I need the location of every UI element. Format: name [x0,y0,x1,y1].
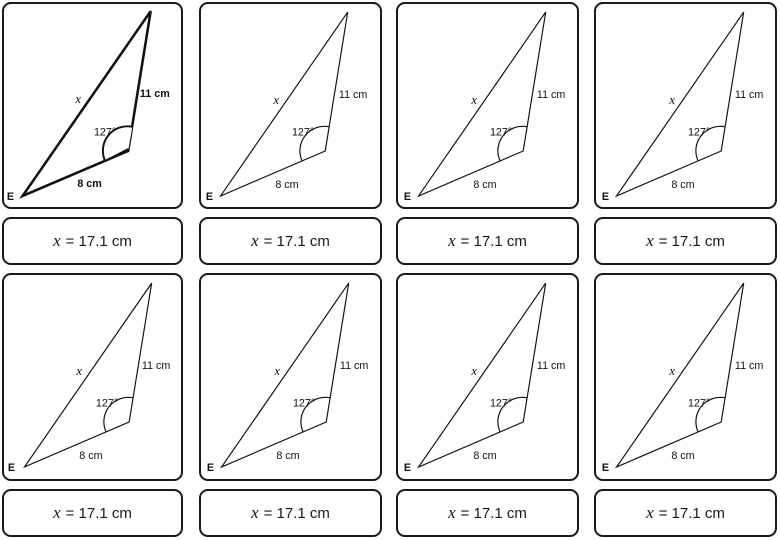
label-vertex-e: E [602,191,609,203]
label-angle: 127° [293,397,315,409]
answer-variable: x [251,231,259,250]
label-angle: 127° [688,397,710,409]
answer-value: = 17.1 cm [460,232,527,250]
answer-card: x = 17.1 cm [199,489,382,537]
triangle [219,282,350,469]
answer-variable: x [53,503,61,522]
triangle-diagram: x 11 cm 8 cm 127° E [404,282,566,474]
label-x: x [75,364,82,378]
label-side-11cm: 11 cm [537,89,566,101]
label-angle: 127° [490,126,512,138]
label-side-8cm: 8 cm [473,179,496,191]
label-x: x [272,93,279,107]
triangle [416,11,547,198]
angle-arc [103,396,134,433]
label-angle: 127° [490,397,512,409]
answer-card: x = 17.1 cm [396,489,579,537]
answer-value: = 17.1 cm [263,232,330,250]
triangle [19,10,152,199]
triangle [614,11,745,198]
answer-value: = 17.1 cm [658,232,725,250]
answer-card: x = 17.1 cm [594,217,777,265]
triangle-card: x 11 cm 8 cm 127° E [594,273,777,481]
triangle-card: x 11 cm 8 cm 127° E [594,2,777,209]
label-side-8cm: 8 cm [77,178,102,190]
angle-arc [299,125,330,162]
triangle-diagram: x 11 cm 8 cm 127° E [602,11,764,203]
label-angle: 127° [688,126,710,138]
label-side-11cm: 11 cm [142,360,171,372]
answer-variable: x [53,231,61,250]
triangle-diagram: x 11 cm 8 cm 127° E [206,11,368,203]
triangle-card: x 11 cm 8 cm 127° E [396,2,579,209]
label-side-11cm: 11 cm [140,88,170,100]
label-side-8cm: 8 cm [473,450,496,462]
triangle [416,282,547,469]
triangle-diagram: x 11 cm 8 cm 127° E [404,11,566,203]
angle-arc [695,396,726,433]
label-side-8cm: 8 cm [671,450,694,462]
triangle-card: x 11 cm 8 cm 127° E [2,2,183,209]
answer-value: = 17.1 cm [65,232,132,250]
angle-arc [695,125,726,162]
triangle-card: x 11 cm 8 cm 127° E [199,273,382,481]
label-x: x [74,92,81,106]
answer-value: = 17.1 cm [65,504,132,522]
label-vertex-e: E [7,191,14,203]
angle-arc [101,125,133,163]
label-side-11cm: 11 cm [339,89,368,101]
label-side-8cm: 8 cm [275,179,298,191]
label-vertex-e: E [602,462,609,474]
label-side-8cm: 8 cm [79,450,102,462]
answer-variable: x [448,231,456,250]
answer-variable: x [251,503,259,522]
label-vertex-e: E [404,191,411,203]
triangle [614,282,745,469]
label-angle: 127° [292,126,314,138]
answer-value: = 17.1 cm [658,504,725,522]
answer-card: x = 17.1 cm [594,489,777,537]
triangle-diagram: x 11 cm 8 cm 127° E [207,282,369,474]
triangle-diagram: x 11 cm 8 cm 127° E [7,10,170,203]
triangle-card: x 11 cm 8 cm 127° E [396,273,579,481]
answer-card: x = 17.1 cm [199,217,382,265]
answer-variable: x [646,231,654,250]
triangle-card: x 11 cm 8 cm 127° E [2,273,183,481]
label-side-8cm: 8 cm [276,450,299,462]
triangle-diagram: x 11 cm 8 cm 127° E [602,282,764,474]
answer-value: = 17.1 cm [460,504,527,522]
triangle-card: x 11 cm 8 cm 127° E [199,2,382,209]
triangle [218,11,349,198]
label-x: x [470,93,477,107]
label-x: x [273,364,280,378]
angle-arc [497,396,528,433]
angle-arc [497,125,528,162]
angle-arc [300,396,331,433]
label-x: x [470,364,477,378]
answer-card: x = 17.1 cm [2,489,183,537]
label-vertex-e: E [404,462,411,474]
answer-value: = 17.1 cm [263,504,330,522]
triangle [22,282,153,469]
label-vertex-e: E [206,191,213,203]
label-side-11cm: 11 cm [340,360,369,372]
label-side-8cm: 8 cm [671,179,694,191]
label-x: x [668,364,675,378]
label-side-11cm: 11 cm [735,360,764,372]
label-vertex-e: E [207,462,214,474]
label-vertex-e: E [8,462,15,474]
answer-variable: x [448,503,456,522]
label-angle: 127° [94,126,116,138]
label-side-11cm: 11 cm [537,360,566,372]
label-side-11cm: 11 cm [735,89,764,101]
answer-variable: x [646,503,654,522]
answer-card: x = 17.1 cm [2,217,183,265]
label-x: x [668,93,675,107]
answer-card: x = 17.1 cm [396,217,579,265]
triangle-diagram: x 11 cm 8 cm 127° E [8,282,171,474]
label-angle: 127° [96,397,118,409]
